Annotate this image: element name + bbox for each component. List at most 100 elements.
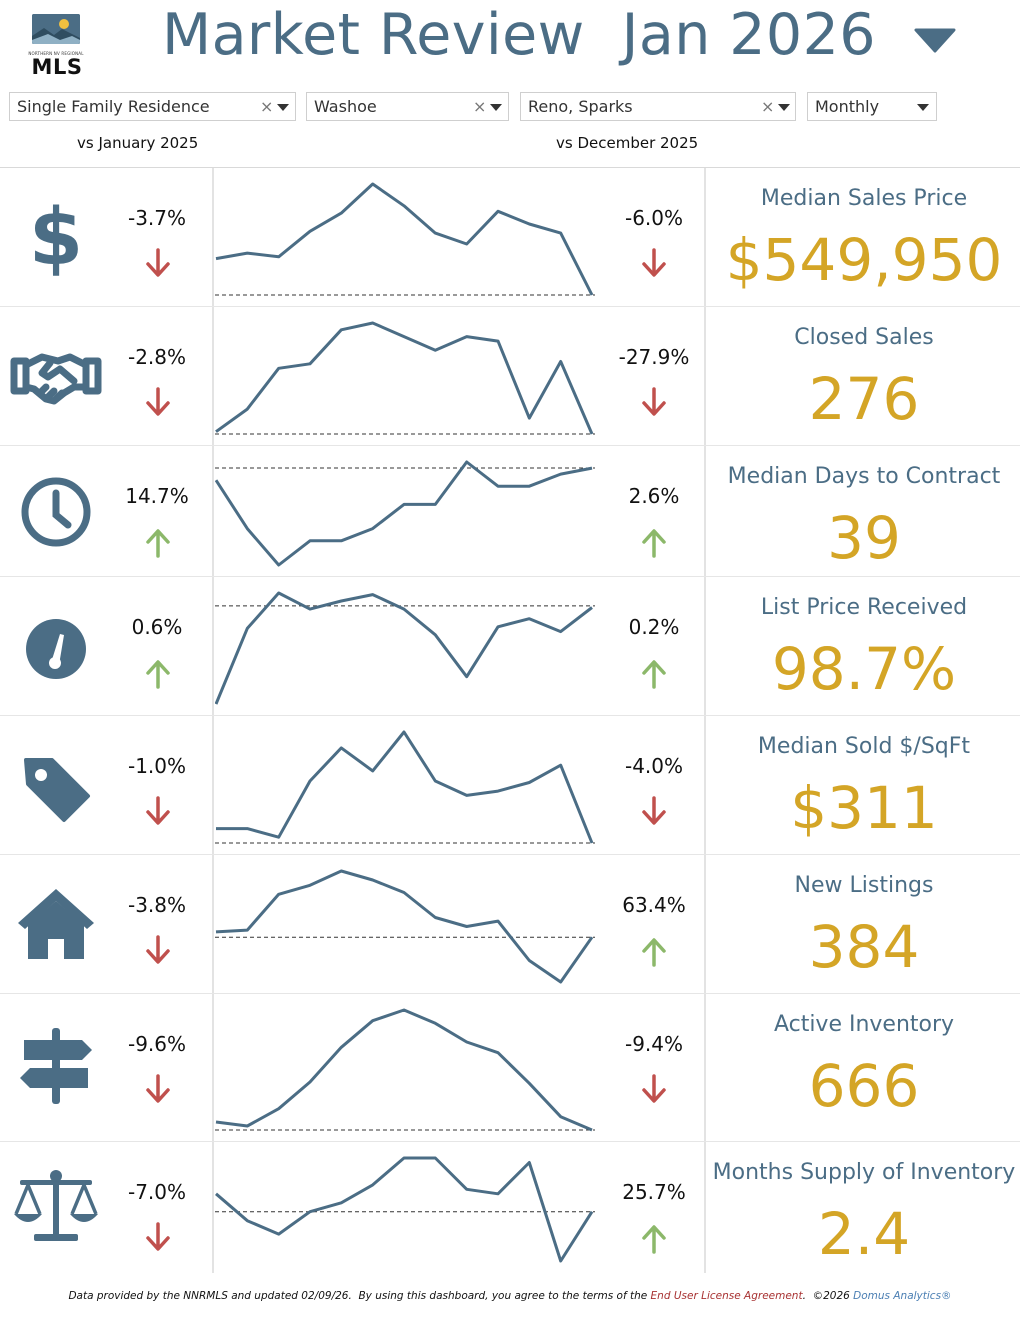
county-filter[interactable]: Washoe ×	[306, 92, 509, 121]
chevron-down-icon[interactable]	[490, 104, 502, 111]
year-over-year-change: 14.7%	[125, 484, 189, 508]
property-type-filter[interactable]: Single Family Residence ×	[9, 92, 296, 121]
clock-icon	[21, 477, 91, 546]
arrow-down-icon	[146, 1074, 170, 1103]
period-dropdown-caret-icon[interactable]	[914, 27, 956, 53]
metric-name: Active Inventory	[773, 1012, 955, 1037]
trend-sparkline[interactable]	[215, 583, 595, 710]
trend-series-line	[215, 1008, 593, 1132]
metric-row: $ -3.7% -6.0% Median Sales Price $549,950	[0, 168, 1020, 307]
chevron-down-icon[interactable]	[277, 104, 289, 111]
trend-sparkline[interactable]	[215, 861, 595, 988]
month-over-month-change: 0.2%	[628, 615, 680, 639]
metric-row: -9.6% -9.4% Active Inventory 666	[0, 994, 1020, 1142]
month-over-month-change: -27.9%	[618, 345, 690, 369]
trend-sparkline[interactable]	[215, 313, 595, 440]
year-over-year-change: -7.0%	[127, 1180, 187, 1204]
signpost-icon	[20, 1028, 92, 1104]
domus-analytics-link[interactable]: Domus Analytics®	[853, 1290, 952, 1302]
trend-sparkline[interactable]	[215, 1000, 595, 1136]
logo-tagline: NORTHERN NV REGIONAL	[28, 51, 84, 56]
metric-value: 98.7%	[771, 635, 957, 703]
handshake-icon	[10, 353, 102, 404]
column-divider-right	[704, 168, 706, 1273]
metric-name: New Listings	[794, 873, 934, 898]
arrow-down-icon	[642, 796, 666, 825]
trend-series-line	[215, 182, 594, 296]
metric-name: Median Sales Price	[760, 186, 968, 211]
metric-row: -2.8% -27.9% Closed Sales 276	[0, 307, 1020, 446]
clear-filter-icon[interactable]: ×	[473, 97, 487, 116]
dollar-icon: $	[29, 193, 83, 283]
footer-disclaimer: Data provided by the NNRMLS and updated …	[0, 1290, 1020, 1302]
trend-sparkline[interactable]	[215, 722, 595, 849]
city-filter[interactable]: Reno, Sparks ×	[520, 92, 796, 121]
metric-value: $549,950	[725, 226, 1003, 294]
logo-mountain-badge	[32, 14, 80, 44]
metric-name: Closed Sales	[794, 325, 934, 350]
filter-value: Washoe	[314, 97, 377, 116]
metric-value: 666	[808, 1052, 920, 1120]
metric-name: List Price Received	[760, 595, 968, 620]
trend-sparkline[interactable]	[215, 174, 595, 301]
arrow-down-icon	[642, 387, 666, 416]
arrow-down-icon	[146, 387, 170, 416]
year-over-year-change: -1.0%	[127, 754, 187, 778]
month-over-month-change: -4.0%	[624, 754, 684, 778]
year-over-year-change: 0.6%	[131, 615, 183, 639]
filter-value: Reno, Sparks	[528, 97, 633, 116]
trend-series-line	[215, 460, 593, 567]
column-divider-left	[212, 168, 214, 1273]
year-over-year-change: -2.8%	[127, 345, 187, 369]
year-over-year-change: -3.7%	[127, 206, 187, 230]
metric-row: -1.0% -4.0% Median Sold $/SqFt $311	[0, 716, 1020, 855]
month-over-month-change: 63.4%	[622, 893, 686, 917]
row-divider	[0, 854, 1020, 855]
month-over-month-change: 25.7%	[622, 1180, 686, 1204]
frequency-filter[interactable]: Monthly	[807, 92, 937, 121]
trend-series-line	[215, 1156, 594, 1263]
clear-filter-icon[interactable]: ×	[761, 97, 775, 116]
page-title: Market Review Jan 2026	[162, 2, 876, 68]
arrow-up-icon	[146, 529, 170, 558]
header-divider	[0, 167, 1020, 168]
arrow-up-icon	[642, 660, 666, 689]
month-over-month-change: -6.0%	[624, 206, 684, 230]
chevron-down-icon[interactable]	[917, 104, 929, 111]
metric-value: $311	[790, 774, 938, 842]
logo-wordmark: MLS	[31, 55, 83, 79]
clear-filter-icon[interactable]: ×	[260, 97, 274, 116]
trend-series-line	[215, 591, 593, 705]
year-over-year-change: -9.6%	[127, 1032, 187, 1056]
metric-name: Median Days to Contract	[727, 464, 1001, 489]
scale-icon	[14, 1169, 98, 1241]
chevron-down-icon[interactable]	[778, 104, 790, 111]
tag-icon	[24, 757, 90, 822]
year-over-year-change: -3.8%	[127, 893, 187, 917]
metric-row: 0.6% 0.2% List Price Received 98.7%	[0, 577, 1020, 716]
trend-series-line	[216, 730, 594, 844]
filter-value: Monthly	[815, 97, 880, 116]
metric-value: 276	[808, 365, 920, 433]
row-divider	[0, 993, 1020, 994]
metric-row: 14.7% 2.6% Median Days to Contract 39	[0, 446, 1020, 577]
license-agreement-link[interactable]: End User License Agreement	[650, 1290, 803, 1302]
arrow-up-icon	[642, 1225, 666, 1254]
arrow-down-icon	[642, 248, 666, 277]
row-divider	[0, 445, 1020, 446]
footer-copyright: . ©2026	[802, 1290, 854, 1302]
arrow-down-icon	[146, 248, 170, 277]
row-divider	[0, 715, 1020, 716]
year-over-year-label: vs January 2025	[77, 134, 199, 152]
month-over-month-label: vs December 2025	[556, 134, 699, 152]
filter-value: Single Family Residence	[17, 97, 210, 116]
row-divider	[0, 306, 1020, 307]
month-over-month-change: -9.4%	[624, 1032, 684, 1056]
trend-sparkline[interactable]	[215, 452, 595, 571]
trend-sparkline[interactable]	[215, 1148, 595, 1267]
mls-logo: NORTHERN NV REGIONAL MLS	[22, 14, 90, 79]
month-over-month-change: 2.6%	[628, 484, 680, 508]
metric-row: -7.0% 25.7% Months Supply of Inventory 2.4	[0, 1142, 1020, 1273]
trend-series-line	[215, 321, 594, 435]
trend-series-line	[215, 869, 594, 984]
